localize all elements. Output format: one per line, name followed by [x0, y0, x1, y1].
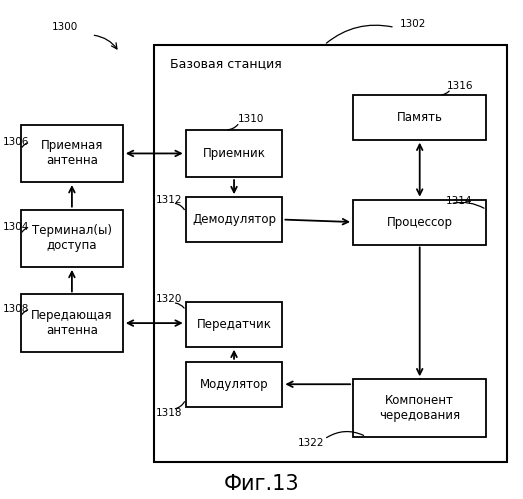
Text: Память: Память — [397, 111, 442, 124]
Text: 1302: 1302 — [400, 19, 426, 29]
Text: 1308: 1308 — [3, 304, 29, 314]
Text: Передающая
антенна: Передающая антенна — [31, 309, 112, 337]
Text: 1316: 1316 — [447, 81, 474, 91]
Bar — [186, 197, 282, 242]
Bar — [154, 45, 507, 462]
Bar — [353, 95, 486, 140]
Text: 1320: 1320 — [156, 294, 182, 304]
Bar — [186, 362, 282, 407]
Bar — [186, 130, 282, 177]
Text: 1312: 1312 — [156, 195, 183, 205]
Text: Приемник: Приемник — [202, 147, 266, 160]
Text: Компонент
чередования: Компонент чередования — [379, 394, 460, 422]
Text: Приемная
антенна: Приемная антенна — [41, 139, 103, 168]
Text: Базовая станция: Базовая станция — [170, 57, 282, 70]
Bar — [186, 302, 282, 347]
Text: 1310: 1310 — [238, 114, 264, 124]
Bar — [21, 294, 123, 352]
Bar — [21, 125, 123, 182]
Text: 1306: 1306 — [3, 137, 29, 147]
Text: Передатчик: Передатчик — [197, 318, 271, 331]
Text: Процессор: Процессор — [386, 216, 453, 229]
Bar — [21, 210, 123, 267]
Text: 1318: 1318 — [156, 408, 183, 418]
Text: Терминал(ы)
доступа: Терминал(ы) доступа — [32, 224, 112, 252]
Bar — [353, 200, 486, 245]
Text: 1300: 1300 — [52, 22, 78, 32]
Text: Фиг.13: Фиг.13 — [224, 474, 299, 494]
Text: 1314: 1314 — [446, 196, 472, 206]
Text: Демодулятор: Демодулятор — [192, 213, 276, 226]
Text: Модулятор: Модулятор — [200, 378, 268, 391]
Bar — [353, 379, 486, 437]
Text: 1304: 1304 — [3, 222, 29, 232]
Text: 1322: 1322 — [298, 438, 325, 448]
